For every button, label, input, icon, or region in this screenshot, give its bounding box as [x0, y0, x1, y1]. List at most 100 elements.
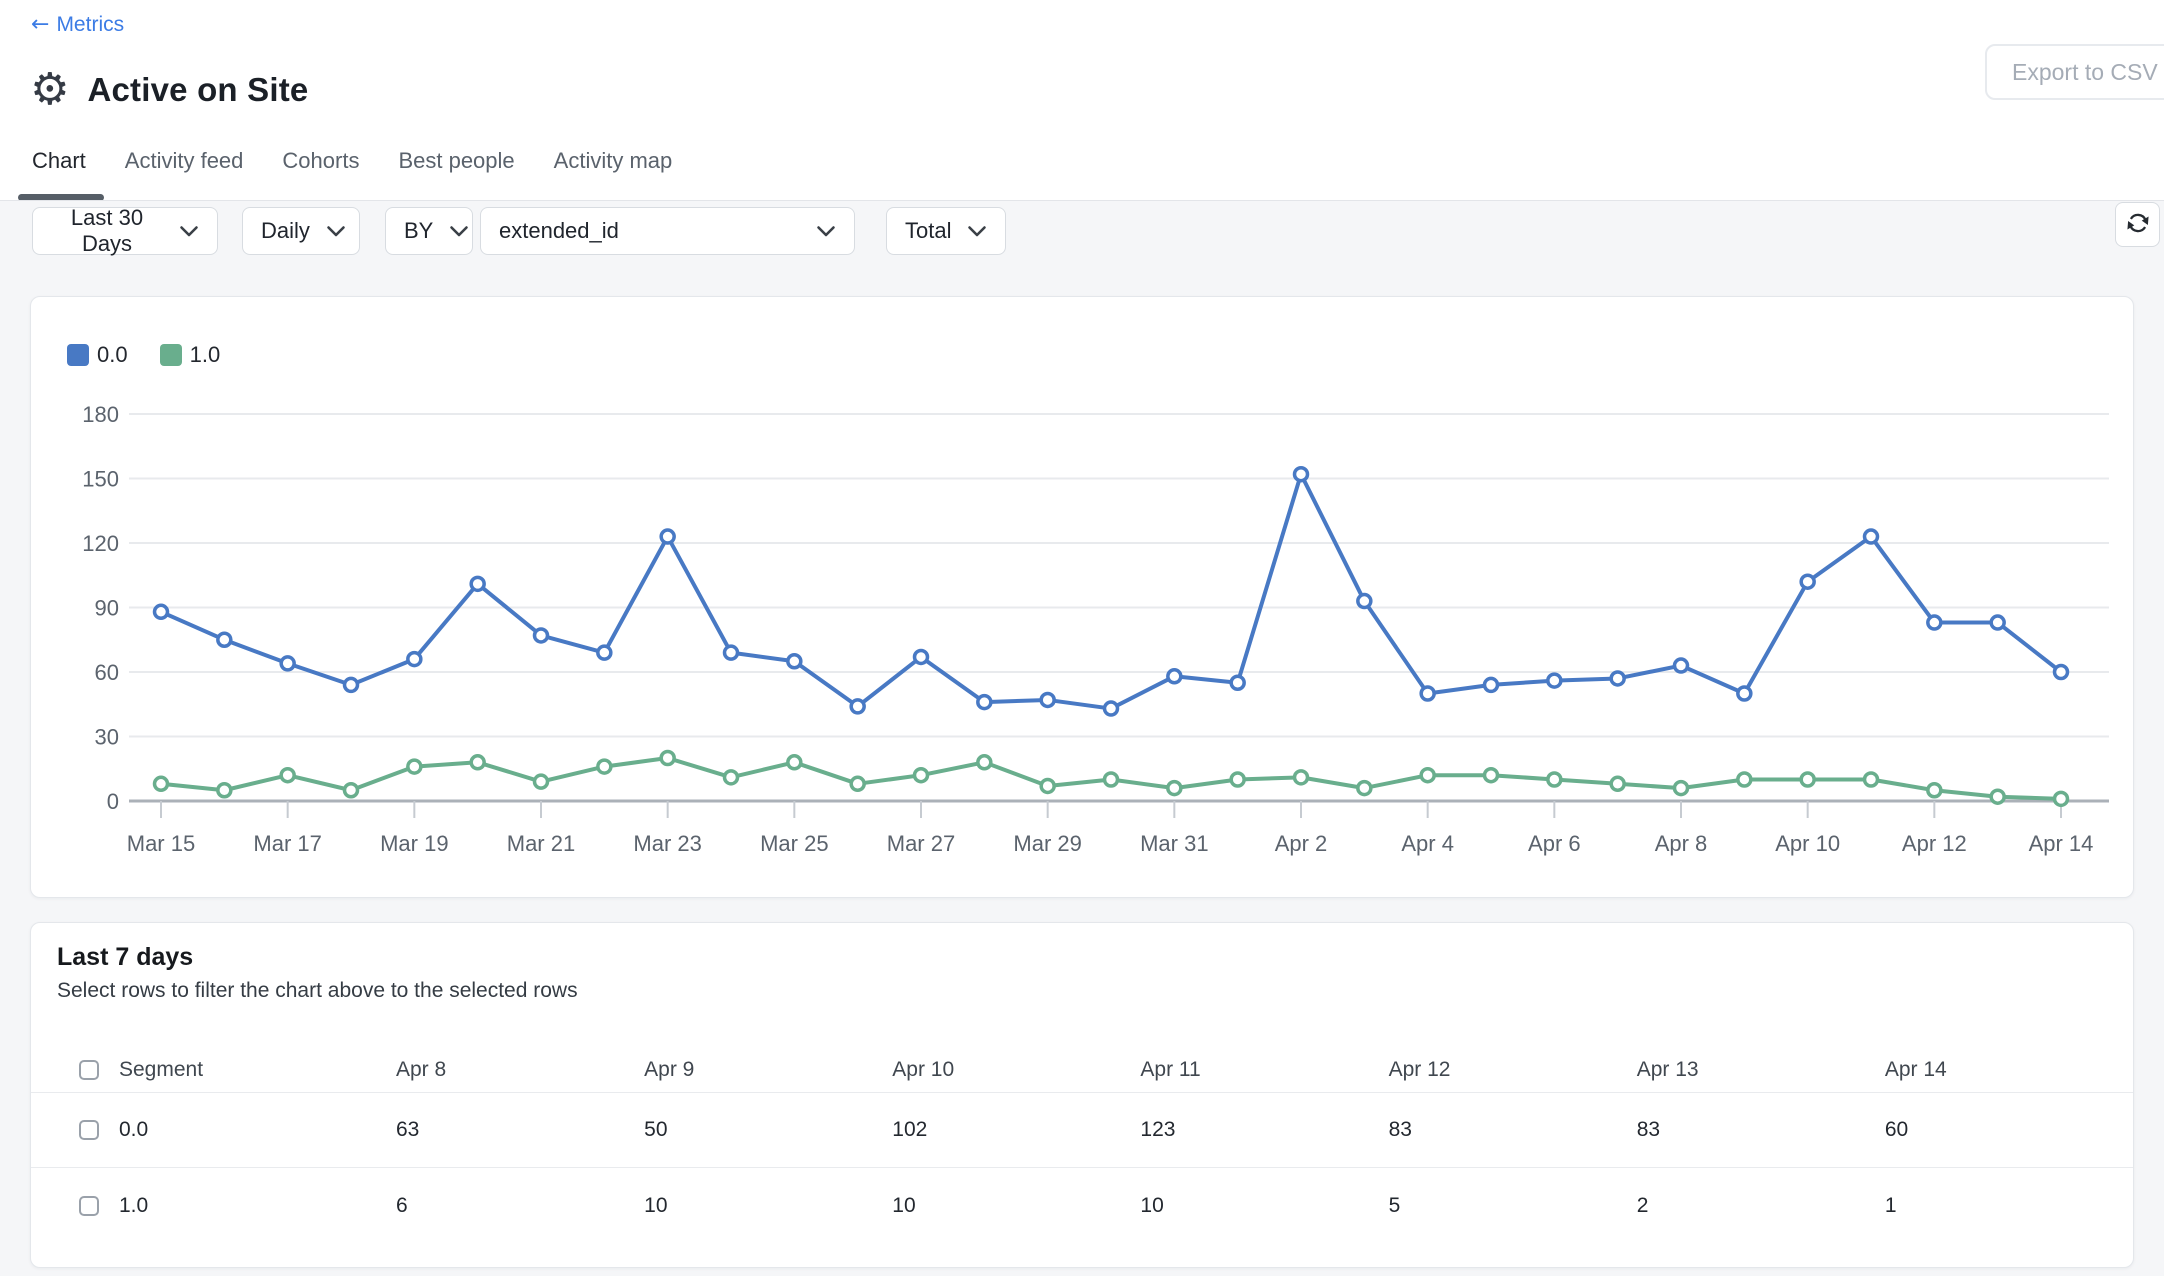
data-point[interactable]	[471, 577, 484, 590]
data-point[interactable]	[1928, 784, 1941, 797]
aggregation-value: Total	[905, 218, 951, 244]
data-point[interactable]	[535, 775, 548, 788]
column-header-segment: Segment	[119, 1058, 396, 1082]
data-point[interactable]	[1611, 672, 1624, 685]
table-cell: 10	[1140, 1194, 1388, 1218]
data-point[interactable]	[1295, 468, 1308, 481]
data-point[interactable]	[345, 678, 358, 691]
data-point[interactable]	[1548, 773, 1561, 786]
chart-card: 0.0 1.0 0306090120150180Mar 15Mar 17Mar …	[30, 296, 2134, 898]
x-axis-label: Mar 29	[1013, 831, 1081, 856]
table-row[interactable]: 1.0 6 10 10 10 5 2 1	[31, 1168, 2133, 1243]
data-point[interactable]	[788, 756, 801, 769]
data-point[interactable]	[281, 657, 294, 670]
column-header: Apr 10	[892, 1058, 1140, 1082]
data-point[interactable]	[598, 760, 611, 773]
data-point[interactable]	[1738, 687, 1751, 700]
data-point[interactable]	[1738, 773, 1751, 786]
data-point[interactable]	[851, 700, 864, 713]
data-point[interactable]	[915, 650, 928, 663]
refresh-button[interactable]	[2115, 202, 2160, 247]
tab-activity-feed[interactable]: Activity feed	[125, 148, 244, 174]
property-dropdown[interactable]: extended_id	[480, 207, 855, 255]
data-point[interactable]	[1485, 769, 1498, 782]
data-point[interactable]	[788, 655, 801, 668]
table-cell: 123	[1140, 1118, 1388, 1142]
data-point[interactable]	[725, 771, 738, 784]
tab-best-people[interactable]: Best people	[398, 148, 514, 174]
row-checkbox[interactable]	[79, 1196, 99, 1216]
data-point[interactable]	[725, 646, 738, 659]
data-point[interactable]	[1231, 676, 1244, 689]
data-point[interactable]	[1801, 773, 1814, 786]
data-point[interactable]	[598, 646, 611, 659]
table-row[interactable]: 0.0 63 50 102 123 83 83 60	[31, 1093, 2133, 1168]
data-point[interactable]	[1041, 779, 1054, 792]
data-point[interactable]	[1105, 773, 1118, 786]
data-point[interactable]	[408, 653, 421, 666]
gear-icon: ⚙	[30, 66, 69, 114]
data-point[interactable]	[2055, 666, 2068, 679]
data-point[interactable]	[1865, 773, 1878, 786]
x-axis-label: Apr 14	[2029, 831, 2094, 856]
data-point[interactable]	[218, 784, 231, 797]
data-point[interactable]	[851, 777, 864, 790]
row-checkbox[interactable]	[79, 1120, 99, 1140]
data-point[interactable]	[1358, 595, 1371, 608]
data-point[interactable]	[1548, 674, 1561, 687]
by-value: BY	[404, 218, 433, 244]
data-point[interactable]	[1801, 575, 1814, 588]
data-point[interactable]	[1675, 782, 1688, 795]
data-point[interactable]	[978, 696, 991, 709]
y-axis-label: 150	[82, 467, 119, 492]
data-point[interactable]	[915, 769, 928, 782]
tab-activity-map[interactable]: Activity map	[554, 148, 673, 174]
tab-cohorts[interactable]: Cohorts	[282, 148, 359, 174]
data-point[interactable]	[471, 756, 484, 769]
data-point[interactable]	[1358, 782, 1371, 795]
data-point[interactable]	[1421, 769, 1434, 782]
data-point[interactable]	[1928, 616, 1941, 629]
segments-table-card: Last 7 days Select rows to filter the ch…	[30, 922, 2134, 1268]
data-point[interactable]	[345, 784, 358, 797]
data-point[interactable]	[1485, 678, 1498, 691]
data-point[interactable]	[1675, 659, 1688, 672]
data-point[interactable]	[978, 756, 991, 769]
date-range-dropdown[interactable]: Last 30 Days	[32, 207, 218, 255]
by-dropdown[interactable]: BY	[385, 207, 473, 255]
back-arrow-icon: ←	[31, 12, 49, 37]
segment-label: 0.0	[119, 1118, 396, 1142]
data-point[interactable]	[1041, 693, 1054, 706]
column-header: Apr 13	[1637, 1058, 1885, 1082]
date-range-value: Last 30 Days	[51, 205, 163, 257]
data-point[interactable]	[661, 530, 674, 543]
tab-chart[interactable]: Chart	[32, 148, 86, 174]
back-link-metrics[interactable]: ← Metrics	[31, 12, 124, 37]
aggregation-dropdown[interactable]: Total	[886, 207, 1006, 255]
data-point[interactable]	[1295, 771, 1308, 784]
data-point[interactable]	[281, 769, 294, 782]
data-point[interactable]	[155, 777, 168, 790]
data-point[interactable]	[1611, 777, 1624, 790]
granularity-dropdown[interactable]: Daily	[242, 207, 360, 255]
data-point[interactable]	[1421, 687, 1434, 700]
x-axis-label: Mar 25	[760, 831, 828, 856]
export-to-csv-button[interactable]: Export to CSV	[1985, 44, 2164, 100]
data-point[interactable]	[535, 629, 548, 642]
data-point[interactable]	[1231, 773, 1244, 786]
data-point[interactable]	[155, 605, 168, 618]
table-cell: 2	[1637, 1194, 1885, 1218]
title-row: ⚙ Active on Site	[30, 66, 308, 114]
select-all-checkbox[interactable]	[79, 1060, 99, 1080]
data-point[interactable]	[1168, 670, 1181, 683]
data-point[interactable]	[1991, 790, 2004, 803]
data-point[interactable]	[661, 752, 674, 765]
table-title: Last 7 days	[57, 943, 193, 972]
data-point[interactable]	[1991, 616, 2004, 629]
data-point[interactable]	[1168, 782, 1181, 795]
data-point[interactable]	[218, 633, 231, 646]
data-point[interactable]	[1865, 530, 1878, 543]
data-point[interactable]	[1105, 702, 1118, 715]
data-point[interactable]	[408, 760, 421, 773]
data-point[interactable]	[2055, 792, 2068, 805]
